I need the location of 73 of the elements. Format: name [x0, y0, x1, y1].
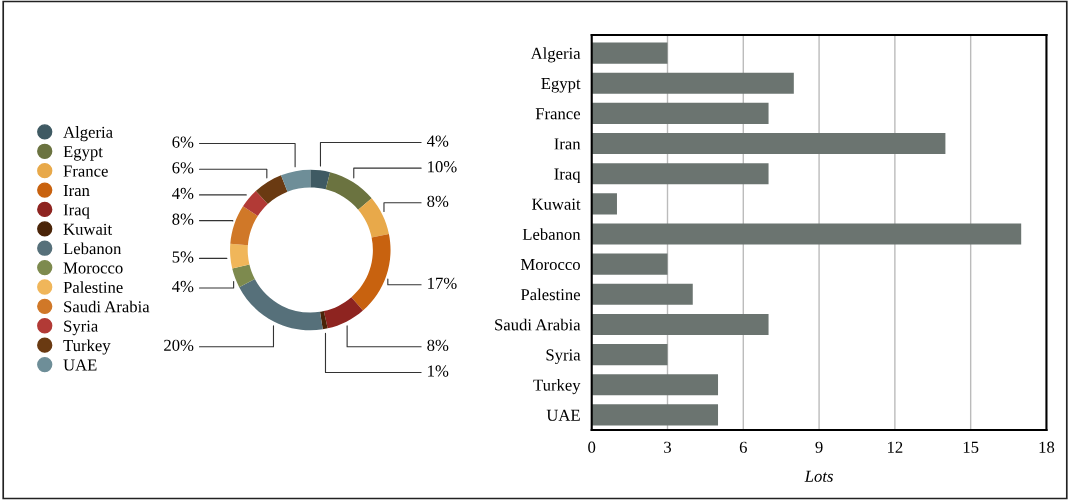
data-label: 10% [428, 161, 457, 173]
legend-label: Egypt [63, 146, 103, 161]
data-label: 4% [172, 187, 194, 200]
donut-slice [232, 264, 255, 288]
data-label: 8% [427, 195, 449, 207]
y-tick-label: Lebanon [522, 228, 581, 240]
legend-label: Kuwait [63, 223, 113, 235]
bar [591, 102, 769, 124]
donut-slice [230, 243, 250, 269]
legend-label: Algeria [63, 126, 113, 142]
donut-slice [323, 297, 363, 329]
bar [591, 163, 769, 185]
donut-slice [230, 206, 258, 246]
data-label: 8% [172, 213, 194, 225]
x-tick-label: 3 [664, 441, 672, 453]
donut-slice [351, 233, 391, 311]
legend-label: Iraq [63, 204, 90, 219]
data-label: 6% [172, 136, 194, 148]
legend-label: Morocco [63, 262, 123, 274]
data-label: 4% [172, 280, 194, 293]
x-tick-label: 12 [888, 441, 903, 453]
legend-label: France [63, 165, 108, 177]
donut-slice [242, 191, 268, 216]
x-tick-label: 18 [1039, 441, 1055, 453]
data-label: 8% [427, 339, 449, 351]
legend-label: Lebanon [63, 242, 122, 255]
data-label: 1% [428, 365, 449, 377]
data-label: 20% [164, 339, 194, 351]
legend-label: Palestine [63, 281, 123, 293]
bar [591, 133, 946, 155]
x-axis-title: Lots [804, 470, 833, 482]
bar [591, 404, 719, 426]
bar [591, 374, 719, 396]
y-tick-label: Algeria [530, 47, 581, 63]
data-label: 6% [172, 162, 194, 174]
y-tick-label: Morocco [520, 259, 580, 271]
bar [591, 344, 668, 366]
legend-label: Turkey [63, 339, 111, 355]
y-tick-label: Iraq [554, 168, 581, 184]
legend-label: UAE [63, 359, 97, 371]
y-tick-label: Turkey [533, 378, 581, 395]
data-label: 17% [428, 277, 457, 289]
bar [591, 313, 769, 336]
y-tick-label: Syria [546, 349, 581, 364]
donut-slice [320, 311, 328, 330]
bar [591, 72, 794, 94]
y-tick-label: France [535, 108, 581, 120]
y-tick-label: UAE [546, 409, 580, 421]
donut-slice [358, 198, 389, 238]
bar [591, 223, 1022, 245]
bar [591, 283, 693, 305]
data-label: 4% [426, 135, 449, 147]
bar [591, 42, 668, 64]
data-label: 5% [172, 251, 194, 263]
y-tick-label: Saudi Arabia [495, 318, 581, 331]
y-tick-label: Palestine [520, 288, 581, 301]
x-tick-label: 6 [739, 441, 747, 453]
donut-slice [281, 169, 311, 192]
legend-label: Saudi Arabia [64, 300, 150, 313]
y-tick-label: Kuwait [532, 198, 581, 210]
donut-slice [239, 279, 323, 331]
bar [591, 253, 668, 275]
bar [591, 193, 617, 215]
x-tick-label: 15 [963, 441, 979, 453]
legend-label: Iran [63, 185, 90, 197]
x-tick-label: 9 [815, 441, 823, 453]
legend-label: Syria [64, 320, 99, 336]
donut-slice [325, 172, 372, 210]
y-tick-label: Iran [554, 138, 581, 150]
y-tick-label: Egypt [541, 78, 581, 93]
donut-slice [255, 175, 288, 205]
donut-slice [310, 169, 331, 190]
x-tick-label: 0 [588, 441, 596, 453]
